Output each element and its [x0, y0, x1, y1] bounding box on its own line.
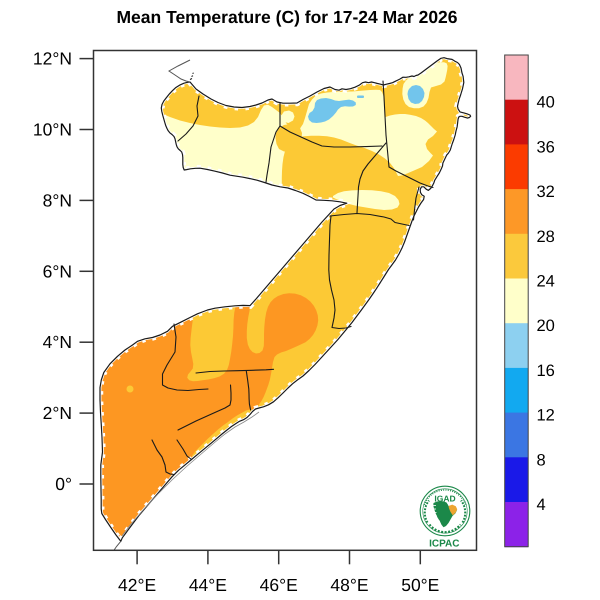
svg-text:6°N: 6°N — [43, 261, 72, 281]
svg-text:48°E: 48°E — [330, 575, 368, 595]
svg-text:12: 12 — [537, 407, 555, 425]
svg-text:2°N: 2°N — [43, 403, 72, 423]
svg-text:8: 8 — [537, 451, 546, 469]
svg-text:4°N: 4°N — [43, 332, 72, 352]
svg-text:42°E: 42°E — [118, 575, 156, 595]
svg-text:8°N: 8°N — [43, 190, 72, 210]
svg-text:36: 36 — [537, 138, 555, 156]
svg-text:IGAD: IGAD — [434, 494, 455, 504]
svg-text:0°: 0° — [55, 474, 72, 494]
svg-text:10°N: 10°N — [33, 120, 72, 140]
svg-text:40: 40 — [537, 94, 555, 112]
svg-text:28: 28 — [537, 228, 555, 246]
svg-text:Mean Temperature (C) for 17-24: Mean Temperature (C) for 17-24 Mar 2026 — [116, 7, 457, 27]
svg-text:4: 4 — [537, 496, 546, 514]
svg-text:32: 32 — [537, 183, 555, 201]
svg-text:12°N: 12°N — [33, 49, 72, 69]
svg-text:ICPAC: ICPAC — [429, 538, 459, 549]
svg-text:24: 24 — [537, 273, 555, 291]
svg-text:46°E: 46°E — [260, 575, 298, 595]
svg-text:16: 16 — [537, 362, 555, 380]
svg-text:50°E: 50°E — [401, 575, 439, 595]
svg-text:20: 20 — [537, 317, 555, 335]
svg-text:44°E: 44°E — [189, 575, 227, 595]
